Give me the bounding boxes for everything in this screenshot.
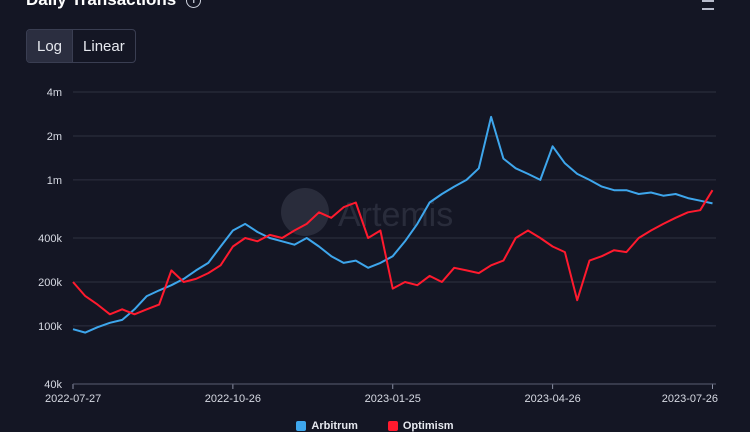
chart-title: Daily Transactions: [26, 0, 176, 10]
y-axis: 40k 100k 200k 400k 1m 2m 4m: [38, 87, 62, 391]
legend-swatch-arbitrum: [296, 421, 307, 431]
watermark-text: Artemis: [338, 196, 453, 234]
y-tick-label: 400k: [38, 233, 62, 245]
log-scale-button[interactable]: Log: [27, 30, 73, 62]
x-tick-label: 2023-04-26: [524, 393, 580, 405]
y-tick-label: 2m: [47, 131, 62, 143]
y-tick-label: 200k: [38, 277, 62, 289]
series-lines: [72, 115, 714, 334]
legend-label-optimism: Optimism: [402, 420, 454, 432]
legend: Arbitrum Optimism: [0, 420, 750, 432]
x-tick-label: 2023-01-25: [365, 393, 421, 405]
y-tick-label: 4m: [47, 87, 62, 99]
y-tick-label: 100k: [38, 321, 62, 333]
legend-item-optimism[interactable]: Optimism: [387, 420, 454, 432]
menu-icon[interactable]: [702, 0, 714, 10]
linear-scale-button[interactable]: Linear: [73, 30, 135, 62]
x-tick-label: 2022-10-26: [205, 393, 261, 405]
legend-swatch-optimism: [387, 421, 398, 431]
watermark: Artemis: [281, 188, 453, 236]
chart-header: Daily Transactions i: [26, 0, 202, 12]
y-tick-label: 40k: [44, 379, 62, 391]
x-tick-label: 2023-07-26: [662, 393, 718, 405]
x-axis: 2022-07-27 2022-10-26 2023-01-25 2023-04-26…: [45, 383, 718, 405]
scale-toggle: Log Linear: [26, 29, 136, 63]
grid: [73, 91, 716, 385]
legend-item-arbitrum[interactable]: Arbitrum: [296, 420, 358, 432]
y-tick-label: 1m: [47, 175, 62, 187]
x-tick-label: 2022-07-27: [45, 393, 101, 405]
legend-label-arbitrum: Arbitrum: [311, 420, 358, 432]
series-line-arbitrum[interactable]: [72, 115, 713, 334]
series-line-optimism[interactable]: [72, 189, 714, 316]
toggle-divider: [72, 30, 74, 62]
watermark-logo-icon: [281, 188, 329, 236]
